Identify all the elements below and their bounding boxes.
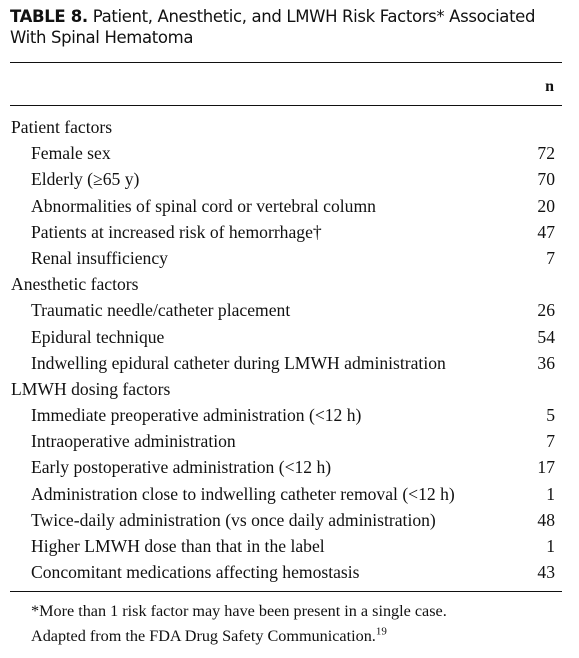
row-value: 5 (546, 405, 555, 426)
row-value: 20 (537, 195, 555, 216)
table-row: Higher LMWH dose than that in the label 1 (0, 533, 579, 559)
row-label: Traumatic needle/catheter placement (31, 300, 291, 321)
row-label: Administration close to indwelling cathe… (31, 483, 455, 504)
table-row: Indwelling epidural catheter during LMWH… (0, 350, 579, 376)
table-row: Early postoperative administration (<12 … (0, 454, 579, 480)
footnote-asterisk: *More than 1 risk factor may have been p… (31, 602, 447, 620)
row-value: 70 (537, 169, 555, 190)
row-label: Early postoperative administration (<12 … (31, 457, 332, 478)
row-label: Abnormalities of spinal cord or vertebra… (31, 195, 376, 216)
table-label: TABLE 8. (10, 7, 88, 26)
row-label: Elderly (≥65 y) (31, 169, 140, 190)
row-value: 47 (537, 221, 555, 242)
row-value: 17 (537, 457, 555, 478)
table-title: Patient, Anesthetic, and LMWH Risk Facto… (10, 7, 536, 47)
section-header-row: LMWH dosing factors (0, 376, 579, 402)
table-row: Immediate preoperative administration (<… (0, 402, 579, 428)
table-row: Epidural technique 54 (0, 324, 579, 350)
row-label: Patients at increased risk of hemorrhage… (31, 221, 322, 242)
row-value: 48 (537, 509, 555, 530)
row-label: Indwelling epidural catheter during LMWH… (31, 352, 446, 373)
section-header-row: Patient factors (0, 114, 579, 140)
table-row: Renal insufficiency 7 (0, 245, 579, 271)
header-rule (10, 105, 562, 106)
section-label: Patient factors (11, 117, 113, 137)
table-row: Administration close to indwelling cathe… (0, 481, 579, 507)
table-body: Patient factors Female sex 72 Elderly (≥65 … (0, 114, 579, 585)
row-value: 7 (546, 247, 555, 268)
row-value: 1 (546, 483, 555, 504)
row-value: 72 (537, 143, 555, 164)
table-row: Female sex 72 (0, 140, 579, 166)
section-header-row: Anesthetic factors (0, 271, 579, 297)
row-value: 43 (537, 562, 555, 583)
table-row: Intraoperative administration 7 (0, 428, 579, 454)
table-caption: TABLE 8. Patient, Anesthetic, and LMWH R… (10, 6, 570, 48)
table-row: Concomitant medications affecting hemost… (0, 559, 579, 585)
row-label: Renal insufficiency (31, 247, 168, 268)
section-label: Anesthetic factors (11, 274, 139, 295)
section-label: LMWH dosing factors (11, 378, 171, 399)
footnote-source: Adapted from the FDA Drug Safety Communi… (31, 624, 571, 649)
footnote-source-text: Adapted from the FDA Drug Safety Communi… (31, 627, 376, 645)
top-rule (10, 62, 562, 63)
table-row: Abnormalities of spinal cord or vertebra… (0, 193, 579, 219)
footnote-source-ref: 19 (375, 625, 387, 638)
row-value: 7 (546, 431, 555, 452)
row-label: Intraoperative administration (31, 431, 236, 452)
row-label: Twice-daily administration (vs once dail… (31, 509, 436, 530)
column-header-n: n (545, 78, 554, 95)
row-label: Concomitant medications affecting hemost… (31, 562, 360, 583)
row-value: 26 (537, 300, 555, 321)
table-row: Elderly (≥65 y) 70 (0, 166, 579, 192)
table-row: Patients at increased risk of hemorrhage… (0, 219, 579, 245)
table-row: Twice-daily administration (vs once dail… (0, 507, 579, 533)
row-label: Female sex (31, 143, 111, 164)
row-value: 36 (537, 352, 555, 373)
row-label: Immediate preoperative administration (<… (31, 405, 362, 426)
row-label: Epidural technique (31, 326, 165, 347)
row-label: Higher LMWH dose than that in the label (31, 536, 325, 556)
row-value: 54 (537, 326, 555, 347)
bottom-rule (10, 591, 562, 592)
row-value: 1 (546, 536, 555, 556)
table-row: Traumatic needle/catheter placement 26 (0, 297, 579, 323)
table-footnotes: *More than 1 risk factor may have been p… (31, 599, 571, 649)
